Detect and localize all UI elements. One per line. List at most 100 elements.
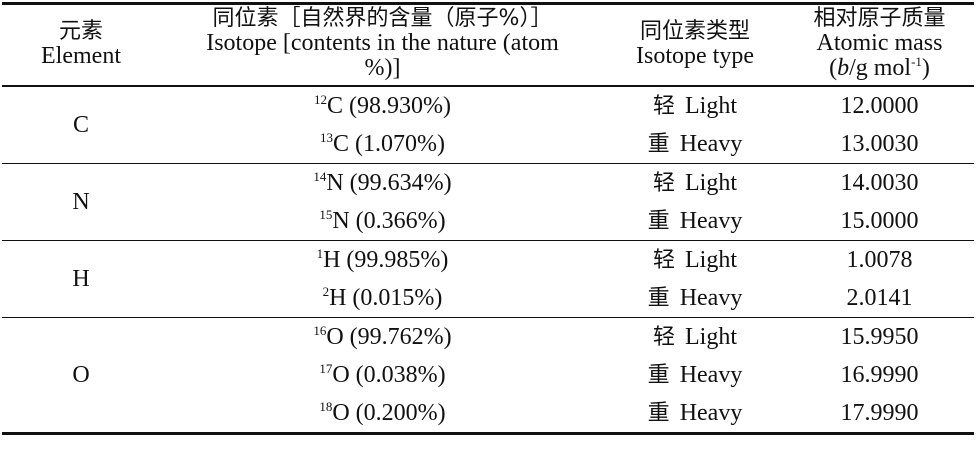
type-cell: 轻 Light — [605, 241, 785, 280]
type-cell: 重 Heavy — [605, 394, 785, 434]
element-cell: O — [72, 362, 90, 388]
header-cell: 同位素类型 Isotope type — [605, 4, 785, 87]
abundance: (99.762%) — [349, 324, 452, 350]
table-body: C 12C (98.930%) 轻 Light 12.0000 13C (1.070%) 重… — [2, 86, 974, 434]
table-row: O 16O (99.762%) 轻 Light 15.9950 — [2, 317, 974, 387]
atomic-mass-cell: 13.0030 — [840, 131, 919, 157]
isotope-cell: 12C (98.930%) — [160, 86, 605, 125]
type-cell: 轻 Light — [605, 164, 785, 203]
type-zh: 重 — [647, 400, 670, 426]
type-en: Light — [685, 323, 737, 350]
symbol: C — [333, 131, 350, 157]
mass-number: 14 — [313, 169, 327, 184]
mass-number: 15 — [319, 207, 333, 222]
type-cell: 轻 Light — [605, 318, 785, 357]
mass-number: 18 — [319, 399, 333, 414]
table-row: C 12C (98.930%) 轻 Light 12.0000 — [2, 86, 974, 137]
header-cell: 相对原子质量 Atomic mass (b/g mol-1) — [785, 4, 974, 87]
mass-number: 2 — [322, 284, 330, 299]
abundance: (1.070%) — [355, 131, 445, 157]
abundance: (0.038%) — [355, 362, 446, 388]
header-row: 元素 Element 同位素［自然界的含量（原子%）］ Isotope [conte… — [2, 3, 974, 87]
type-cell: 重 Heavy — [605, 125, 785, 164]
mass-number: 17 — [319, 361, 333, 376]
header-zh: 元素 — [58, 18, 103, 44]
type-zh: 重 — [647, 285, 670, 311]
type-en: Heavy — [679, 399, 743, 426]
header-en: Atomic mass — [816, 30, 943, 56]
type-en: Heavy — [679, 130, 743, 157]
header-cell: 元素 Element — [2, 4, 160, 87]
atomic-mass-cell: 15.0000 — [840, 208, 919, 234]
type-en: Heavy — [679, 207, 743, 234]
table-row: 13C (1.070%) 重 Heavy 13.0030 — [2, 125, 974, 164]
element-cell: H — [72, 266, 90, 292]
isotope-cell: 18O (0.200%) — [160, 394, 605, 434]
atomic-mass-cell: 2.0141 — [846, 285, 913, 311]
isotope-cell: 13C (1.070%) — [160, 125, 605, 164]
table-row: H 1H (99.985%) 轻 Light 1.0078 — [2, 240, 974, 291]
type-cell: 重 Heavy — [605, 279, 785, 318]
type-en: Heavy — [679, 284, 743, 311]
unit-var: b — [837, 55, 850, 81]
abundance: (99.634%) — [349, 170, 452, 196]
symbol: H — [329, 285, 347, 311]
abundance: (0.200%) — [355, 400, 446, 426]
isotope-cell: 1H (99.985%) — [160, 241, 605, 280]
type-en: Light — [685, 169, 737, 196]
symbol: N — [326, 170, 344, 196]
isotope-cell: 16O (99.762%) — [160, 318, 605, 357]
element-cell: N — [72, 189, 90, 215]
type-en: Light — [685, 246, 737, 273]
type-zh: 轻 — [652, 170, 675, 196]
type-en: Heavy — [679, 361, 743, 388]
mass-number: 12 — [314, 92, 327, 107]
type-cell: 轻 Light — [605, 86, 785, 125]
symbol: N — [332, 208, 350, 234]
type-zh: 重 — [647, 208, 670, 234]
symbol: O — [332, 400, 350, 426]
atomic-mass-cell: 14.0030 — [840, 170, 919, 196]
table-row: 17O (0.038%) 重 Heavy 16.9990 — [2, 356, 974, 394]
abundance: (0.366%) — [355, 208, 446, 234]
isotope-cell: 17O (0.038%) — [160, 356, 605, 394]
type-zh: 重 — [647, 131, 670, 157]
symbol: C — [327, 93, 344, 119]
type-cell: 重 Heavy — [605, 356, 785, 394]
symbol: H — [323, 247, 341, 273]
abundance: (0.015%) — [352, 285, 443, 311]
atomic-mass-cell: 16.9990 — [840, 362, 919, 388]
isotope-cell: 15N (0.366%) — [160, 202, 605, 241]
symbol: O — [326, 324, 344, 350]
abundance: (98.930%) — [349, 93, 451, 119]
table-row: N 14N (99.634%) 轻 Light 14.0030 — [2, 163, 974, 214]
unit-part: ( — [829, 55, 838, 81]
header-en: Element — [41, 42, 121, 69]
header-zh: 同位素类型 — [639, 18, 750, 44]
symbol: O — [332, 362, 350, 388]
isotope-cell: 14N (99.634%) — [160, 164, 605, 203]
header-en: Isotope type — [636, 42, 754, 69]
abundance: (99.985%) — [346, 247, 449, 273]
atomic-mass-cell: 15.9950 — [840, 324, 919, 350]
type-cell: 重 Heavy — [605, 202, 785, 241]
isotope-cell: 2H (0.015%) — [160, 279, 605, 318]
unit-part: ) — [921, 55, 930, 81]
header-zh: 相对原子质量 — [813, 6, 946, 31]
unit-sup: -1 — [911, 54, 922, 69]
mass-number: 16 — [313, 323, 327, 338]
atomic-mass-cell: 1.0078 — [846, 247, 913, 273]
type-zh: 轻 — [652, 247, 675, 273]
element-cell: C — [72, 112, 89, 138]
type-zh: 重 — [647, 362, 670, 388]
table-row: 2H (0.015%) 重 Heavy 2.0141 — [2, 279, 974, 318]
type-zh: 轻 — [652, 324, 675, 350]
header-unit: (b/g mol-1) — [785, 54, 974, 81]
table-row: 18O (0.200%) 重 Heavy 17.9990 — [2, 394, 974, 434]
header-en: Isotope [contents in the nature (atom %)… — [206, 30, 559, 81]
atomic-mass-cell: 12.0000 — [840, 93, 919, 119]
table-row: 15N (0.366%) 重 Heavy 15.0000 — [2, 202, 974, 241]
mass-number: 1 — [316, 246, 324, 261]
type-en: Light — [685, 92, 737, 119]
